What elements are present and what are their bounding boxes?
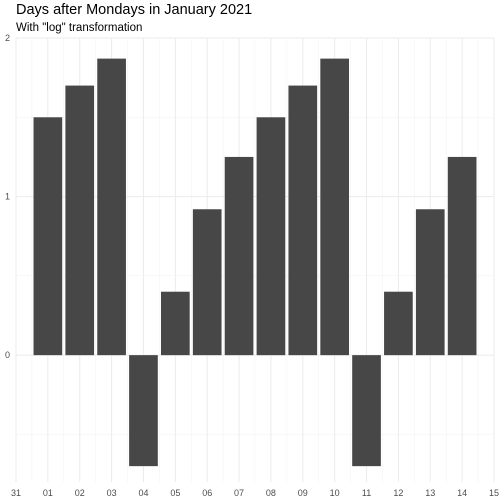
x-tick-label: 08 [266, 488, 276, 498]
x-tick-label: 11 [362, 488, 371, 498]
x-tick-label: 07 [234, 488, 244, 498]
x-tick-label: 01 [43, 488, 53, 498]
x-tick-label: 03 [107, 488, 117, 498]
chart-subtitle: With "log" transformation [16, 22, 143, 34]
x-tick-label: 09 [298, 488, 308, 498]
bar-03 [97, 58, 126, 356]
bar-07 [224, 156, 254, 356]
x-tick-label: 12 [393, 488, 403, 498]
bar-06 [192, 209, 222, 356]
x-tick-label: 06 [202, 488, 212, 498]
bar-13 [415, 209, 445, 356]
bar-14 [447, 156, 477, 356]
bar-08 [256, 117, 286, 356]
bar-04 [129, 355, 158, 467]
bar-05 [160, 291, 190, 356]
bar-09 [288, 85, 318, 356]
bars [33, 58, 477, 467]
x-tick-label: 04 [138, 488, 148, 498]
x-tick-label: 02 [75, 488, 85, 498]
x-tick-label: 10 [330, 488, 340, 498]
x-tick-label: 13 [425, 488, 435, 498]
x-tick-label: 15 [489, 488, 499, 498]
grid-lines [15, 37, 495, 482]
x-tick-label: 05 [170, 488, 180, 498]
bar-12 [384, 291, 413, 356]
x-tick-label: 14 [457, 488, 467, 498]
y-tick-label: 1 [5, 192, 10, 202]
bar-10 [320, 58, 350, 356]
x-tick-label: 31 [11, 488, 21, 498]
bar-01 [33, 117, 63, 356]
bar-02 [65, 85, 95, 356]
y-tick-label: 2 [5, 33, 10, 43]
bar-11 [352, 355, 381, 467]
y-tick-label: 0 [5, 350, 10, 360]
chart-title: Days after Mondays in January 2021 [16, 2, 253, 18]
